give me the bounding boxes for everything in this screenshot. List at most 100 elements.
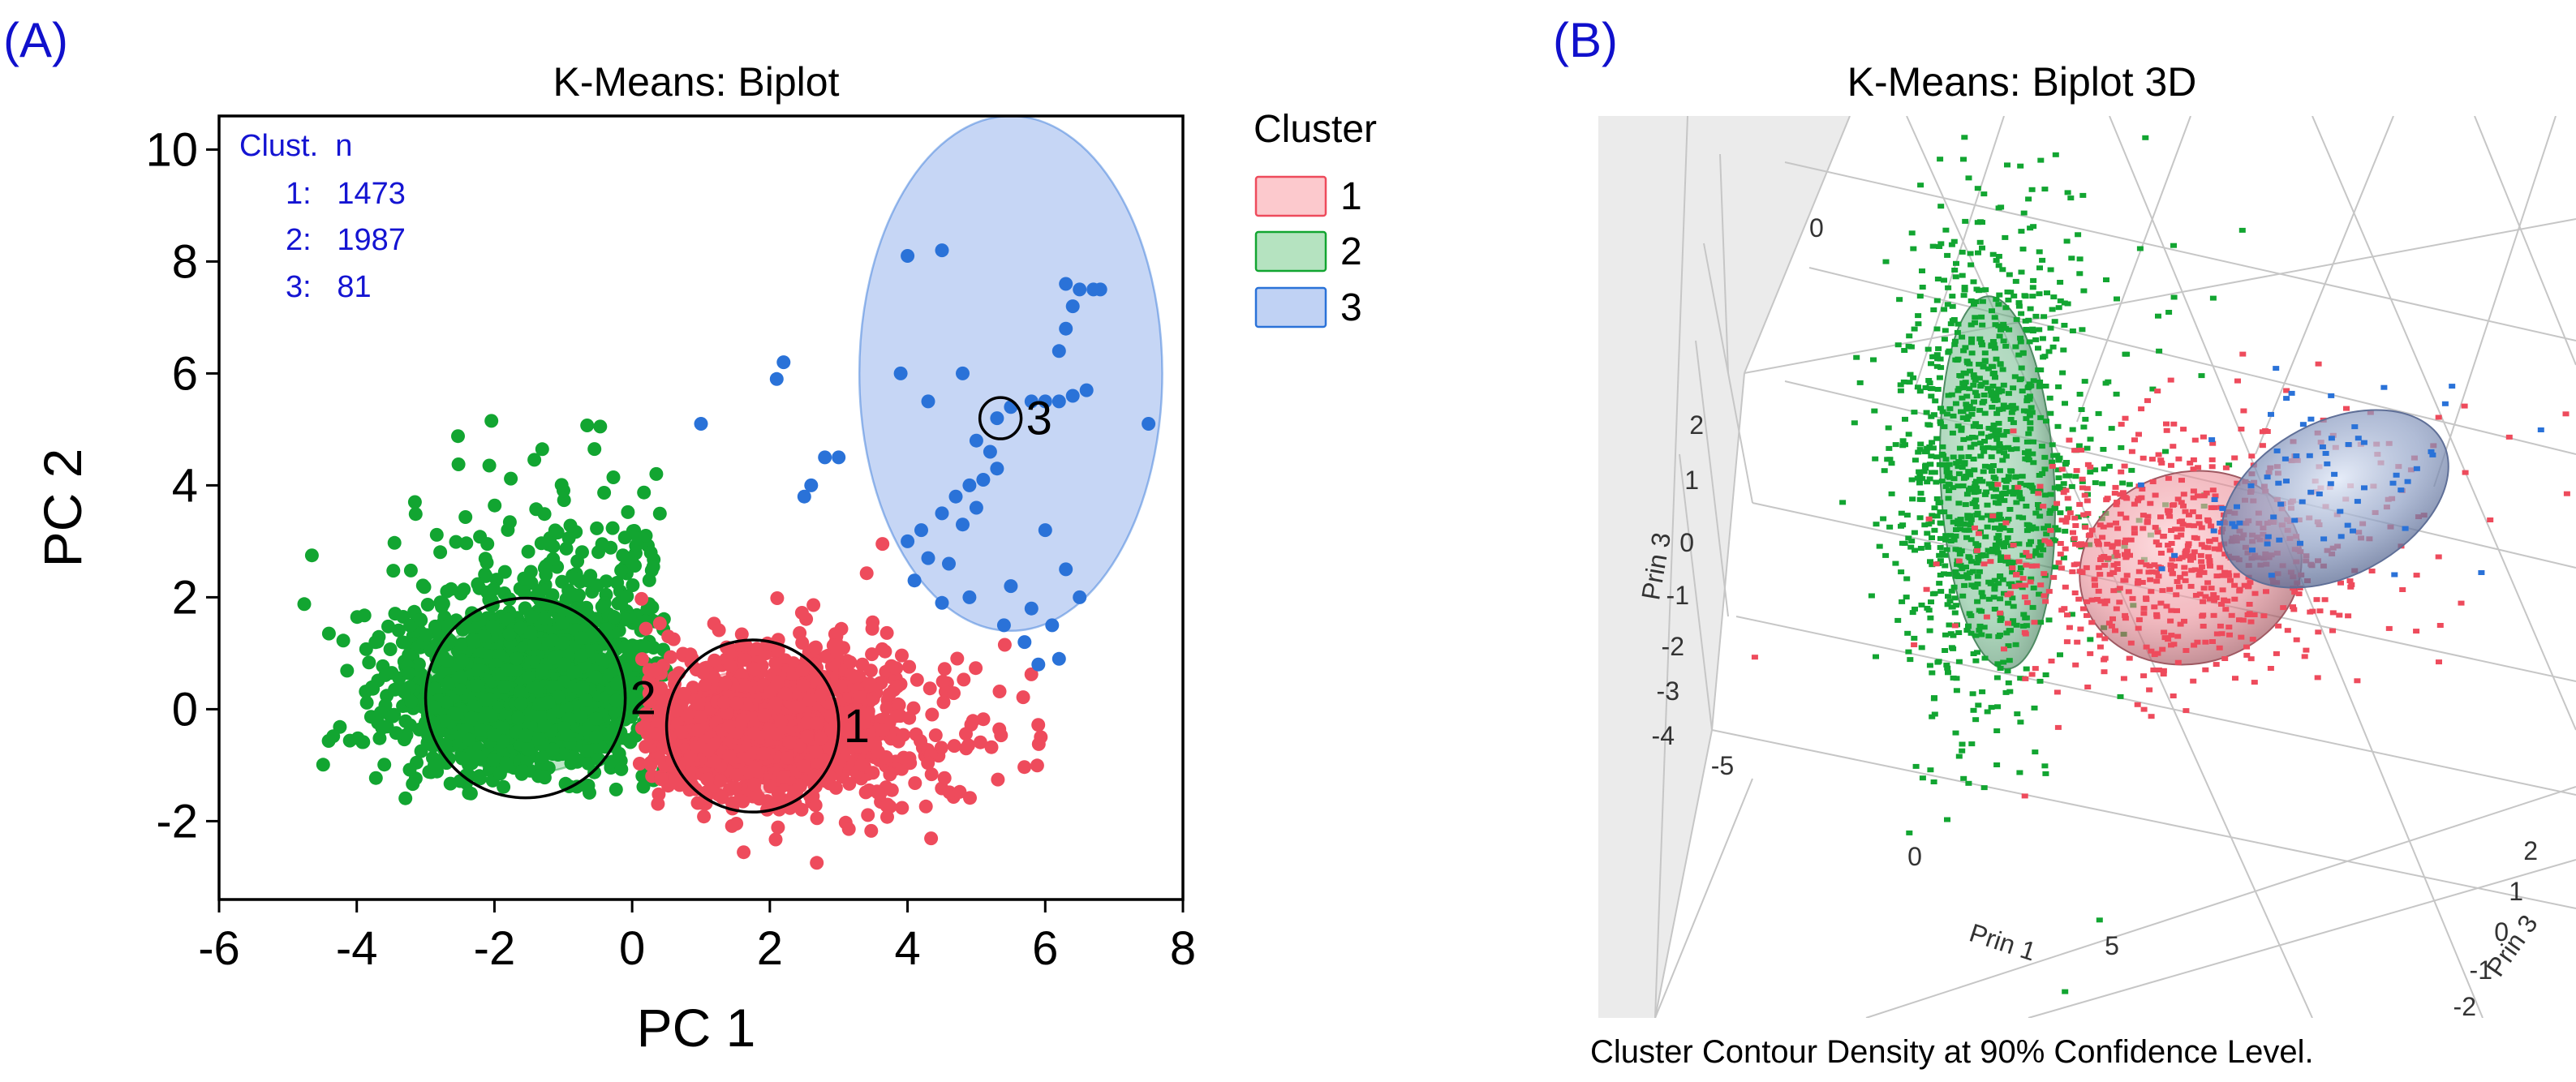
data-point-3d-cluster-2 <box>1911 530 1918 535</box>
data-point-3d-cluster-2 <box>1969 691 1976 697</box>
data-point-cluster-2 <box>525 610 540 624</box>
legend-title: Cluster <box>1254 108 1377 151</box>
data-point-3d-cluster-1 <box>2202 594 2209 599</box>
data-point-cluster-2 <box>574 631 589 645</box>
data-point-cluster-2 <box>560 728 574 742</box>
data-point-3d-cluster-2 <box>2170 294 2178 300</box>
data-point-cluster-1 <box>879 625 894 640</box>
data-point-3d-cluster-2 <box>1972 489 1980 495</box>
data-point-3d-cluster-1 <box>2114 500 2121 505</box>
data-point-3d-cluster-2 <box>2095 410 2102 416</box>
data-point-3d-cluster-2 <box>1880 516 1887 522</box>
data-point-3d-cluster-2 <box>2036 545 2043 551</box>
data-point-cluster-2 <box>652 506 667 521</box>
data-point-3d-cluster-2 <box>2010 560 2018 565</box>
data-point-cluster-1 <box>810 755 824 769</box>
data-point-3d-cluster-2 <box>2005 600 2012 606</box>
data-point-3d-cluster-2 <box>2052 538 2059 543</box>
data-point-3d-cluster-2 <box>1934 277 1942 281</box>
data-point-3d-cluster-1 <box>2259 443 2266 449</box>
data-point-3d-cluster-2 <box>2100 447 2107 452</box>
data-point-3d-cluster-2 <box>1949 604 1956 610</box>
data-point-3d-cluster-2 <box>1967 522 1974 527</box>
data-point-3d-cluster-2 <box>2003 630 2010 636</box>
data-point-3d-cluster-2 <box>1929 535 1935 540</box>
data-point-3d-cluster-2 <box>1993 297 2000 303</box>
data-point-3d-cluster-2 <box>1933 454 1940 460</box>
data-point-cluster-1 <box>707 670 721 685</box>
data-point-3d-cluster-2 <box>1969 500 1976 506</box>
data-point-3d-cluster-2 <box>1969 569 1976 574</box>
data-point-3d-cluster-2 <box>2036 327 2043 333</box>
data-point-3d-cluster-1 <box>2321 597 2329 603</box>
data-point-cluster-2 <box>462 786 476 801</box>
data-point-3d-cluster-2 <box>1916 389 1924 394</box>
data-point-cluster-1 <box>639 706 653 721</box>
y-tick-label: 10 <box>145 123 198 176</box>
data-point-3d-cluster-2 <box>1995 533 2002 539</box>
data-point-3d-cluster-2 <box>1998 558 2004 563</box>
plot-area-b: 0 210-1-2-3-4 -505 210-1-2-3 Prin 3 Prin… <box>1598 116 2576 1018</box>
data-point-3d-cluster-2 <box>2002 485 2010 491</box>
data-point-cluster-2 <box>404 694 419 709</box>
data-point-3d-cluster-1 <box>2208 464 2216 470</box>
data-point-3d-cluster-2 <box>1995 420 2002 426</box>
data-point-3d-cluster-1 <box>2329 628 2336 633</box>
data-point-3d-cluster-2 <box>2010 603 2017 609</box>
data-point-3d-cluster-2 <box>2019 552 2027 558</box>
data-point-3d-cluster-2 <box>1985 596 1993 602</box>
data-point-cluster-2 <box>407 495 422 509</box>
data-point-cluster-1 <box>994 728 1008 743</box>
data-point-3d-cluster-2 <box>1968 350 1976 356</box>
data-point-3d-cluster-2 <box>1966 361 1973 367</box>
data-point-cluster-1 <box>864 823 879 838</box>
data-point-cluster-1 <box>925 707 940 722</box>
data-point-cluster-3 <box>893 366 908 380</box>
data-point-cluster-2 <box>537 719 552 733</box>
data-point-cluster-1 <box>859 566 874 581</box>
data-point-3d-cluster-2 <box>1989 427 1997 432</box>
data-point-3d-cluster-2 <box>1967 322 1975 328</box>
data-point-cluster-1 <box>922 681 937 696</box>
data-point-3d-cluster-2 <box>2004 405 2011 410</box>
cluster-count-annotation: Clust. n 1: 1473 2: 1987 3: 81 <box>239 129 406 304</box>
data-point-3d-cluster-1 <box>2010 428 2017 434</box>
data-point-3d-cluster-2 <box>1916 447 1924 453</box>
data-point-3d-cluster-2 <box>2053 453 2061 458</box>
data-point-3d-cluster-1 <box>2131 530 2138 536</box>
data-point-cluster-1 <box>689 740 703 754</box>
data-point-3d-cluster-2 <box>1937 573 1944 577</box>
data-point-3d-cluster-2 <box>2062 473 2070 479</box>
data-point-3d-cluster-2 <box>2087 470 2094 475</box>
data-point-3d-cluster-2 <box>1992 542 1999 547</box>
data-point-3d-cluster-1 <box>2122 539 2128 545</box>
data-point-cluster-1 <box>908 776 922 790</box>
data-point-3d-cluster-2 <box>1993 487 2000 492</box>
data-point-3d-cluster-2 <box>1991 577 1998 583</box>
data-point-3d-cluster-2 <box>2092 480 2099 486</box>
data-point-3d-cluster-2 <box>2017 335 2024 341</box>
data-point-3d-cluster-1 <box>2260 613 2268 619</box>
data-point-3d-cluster-1 <box>2174 496 2182 502</box>
data-point-3d-cluster-2 <box>1959 593 1967 599</box>
data-point-cluster-3 <box>804 478 819 492</box>
data-point-cluster-2 <box>340 663 355 678</box>
data-point-cluster-2 <box>408 507 423 522</box>
data-point-3d-cluster-2 <box>1942 552 1949 558</box>
data-point-3d-cluster-2 <box>2019 515 2027 521</box>
data-point-cluster-1 <box>838 722 853 736</box>
data-point-3d-cluster-1 <box>2062 546 2069 552</box>
data-point-cluster-2 <box>420 598 435 612</box>
data-point-cluster-1 <box>738 653 752 667</box>
data-point-3d-cluster-2 <box>1960 370 1967 376</box>
data-point-3d-cluster-2 <box>1982 287 1989 293</box>
data-point-3d-cluster-2 <box>2003 429 2010 434</box>
data-point-3d-cluster-2 <box>1946 622 1953 628</box>
data-point-3d-cluster-2 <box>1924 422 1932 427</box>
data-point-3d-cluster-2 <box>2027 426 2034 432</box>
data-point-cluster-3 <box>1024 394 1039 409</box>
data-point-3d-cluster-2 <box>1971 467 1978 473</box>
data-point-3d-cluster-2 <box>1978 340 1985 346</box>
data-point-cluster-2 <box>587 614 601 629</box>
data-point-cluster-2 <box>620 589 634 603</box>
